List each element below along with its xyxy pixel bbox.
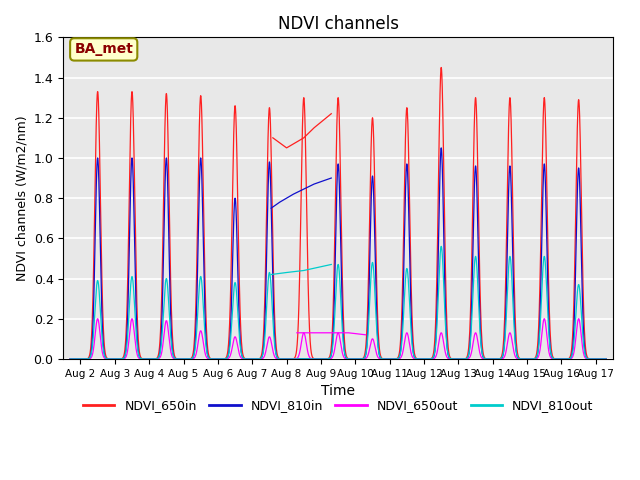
NDVI_650in: [93, 94, 101, 100]
NDVI_650out: [67, 356, 74, 362]
NDVI_810out: [492, 356, 500, 362]
NDVI_650out: [383, 356, 391, 362]
Line: NDVI_810out: NDVI_810out: [70, 246, 606, 359]
Line: NDVI_650out: NDVI_650out: [70, 319, 606, 359]
NDVI_810out: [437, 243, 445, 249]
NDVI_650out: [464, 356, 472, 361]
NDVI_650in: [407, 260, 415, 266]
NDVI_650in: [67, 356, 74, 362]
NDVI_810in: [492, 356, 500, 362]
NDVI_650in: [260, 315, 268, 321]
NDVI_810out: [300, 356, 308, 362]
NDVI_650in: [602, 356, 610, 362]
NDVI_810in: [93, 160, 101, 166]
NDVI_810in: [407, 299, 415, 305]
NDVI_650out: [492, 356, 500, 362]
NDVI_810out: [67, 356, 74, 362]
NDVI_650in: [383, 356, 391, 362]
NDVI_810out: [602, 356, 610, 362]
NDVI_810in: [300, 356, 308, 362]
NDVI_650out: [93, 317, 101, 323]
Title: NDVI channels: NDVI channels: [278, 15, 399, 33]
Legend: NDVI_650in, NDVI_810in, NDVI_650out, NDVI_810out: NDVI_650in, NDVI_810in, NDVI_650out, NDV…: [78, 394, 598, 417]
NDVI_650out: [407, 348, 415, 354]
NDVI_810in: [602, 356, 610, 362]
NDVI_810out: [260, 342, 268, 348]
NDVI_650in: [492, 356, 500, 362]
NDVI_810out: [464, 354, 472, 360]
NDVI_810in: [383, 356, 391, 362]
NDVI_810in: [67, 356, 74, 362]
NDVI_810in: [437, 145, 445, 151]
NDVI_650out: [602, 356, 610, 362]
X-axis label: Time: Time: [321, 384, 355, 398]
Line: NDVI_650in: NDVI_650in: [70, 68, 606, 359]
NDVI_810in: [464, 355, 472, 360]
NDVI_810out: [383, 356, 391, 362]
NDVI_810out: [93, 279, 101, 285]
NDVI_810in: [260, 335, 268, 341]
NDVI_650out: [128, 316, 136, 322]
Y-axis label: NDVI channels (W/m2/nm): NDVI channels (W/m2/nm): [15, 115, 28, 281]
Text: BA_met: BA_met: [74, 42, 133, 57]
NDVI_650in: [464, 352, 472, 358]
NDVI_650in: [437, 65, 445, 71]
NDVI_810out: [407, 323, 415, 328]
NDVI_650out: [260, 354, 268, 360]
Line: NDVI_810in: NDVI_810in: [70, 148, 606, 359]
